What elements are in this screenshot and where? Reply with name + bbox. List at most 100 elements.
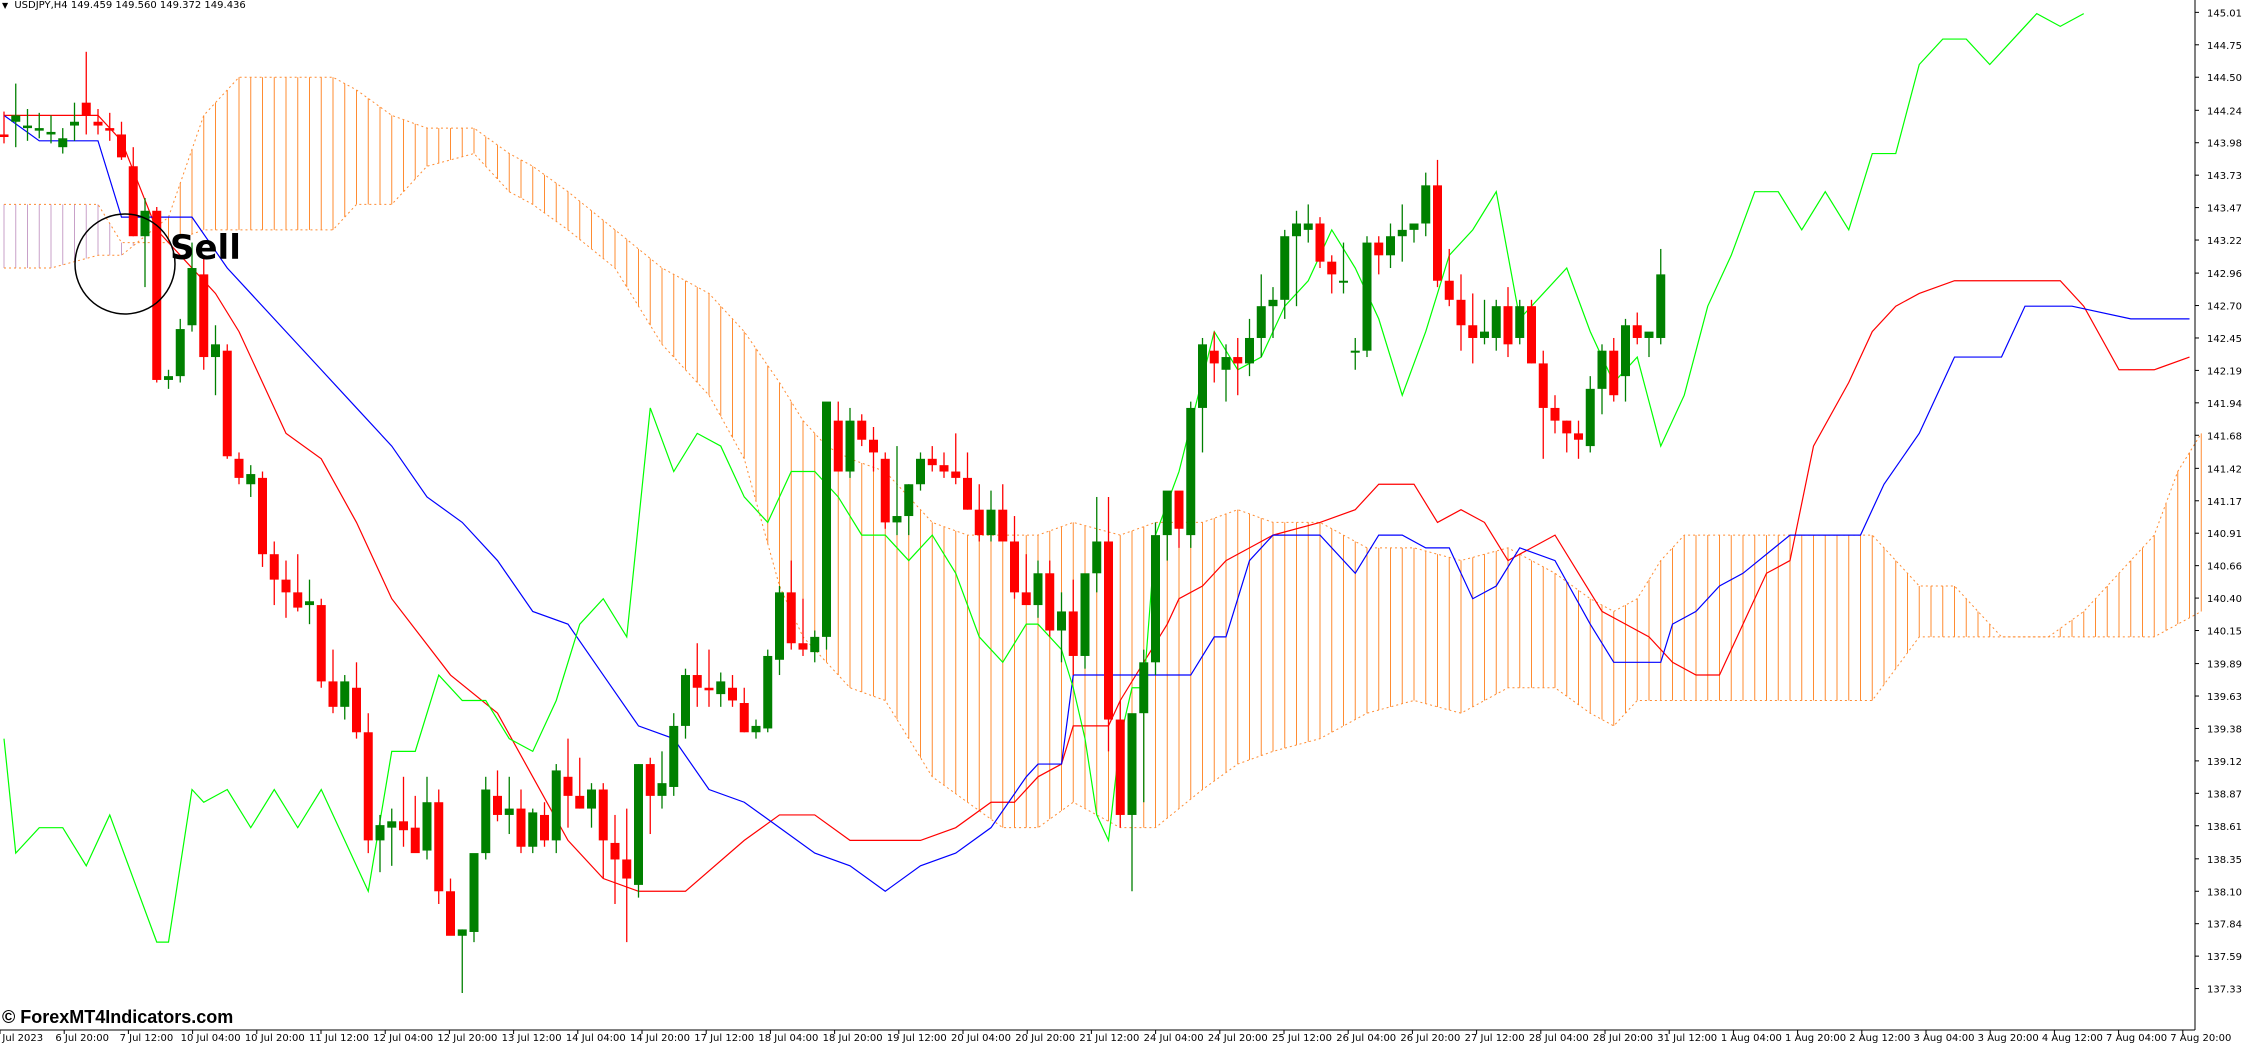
candle — [1104, 496, 1113, 752]
candle — [681, 668, 690, 739]
candle-body — [1397, 229, 1407, 237]
candle — [281, 560, 291, 618]
candle-body — [751, 725, 761, 733]
candle-body — [845, 420, 855, 472]
candle-body — [152, 210, 162, 380]
candle-body — [1550, 407, 1560, 421]
candle-body — [1174, 490, 1184, 529]
candle — [1562, 420, 1572, 453]
candle-body — [1186, 407, 1196, 536]
candle — [434, 789, 444, 904]
candle — [1092, 496, 1102, 593]
candle-body — [1609, 350, 1619, 396]
candle — [822, 401, 831, 650]
candle — [1397, 204, 1407, 262]
candle-body — [1057, 611, 1066, 631]
candle — [140, 198, 150, 288]
candle-body — [563, 776, 573, 796]
price-tick-label: 139.125 — [2207, 757, 2242, 768]
price-tick-label: 143.985 — [2207, 139, 2242, 150]
price-tick-label: 144.240 — [2207, 106, 2242, 117]
candle-body — [904, 484, 914, 517]
candle-body — [1527, 306, 1536, 364]
candle-body — [916, 458, 925, 485]
candle — [328, 649, 338, 714]
candle-body — [0, 134, 9, 138]
candle — [504, 776, 514, 835]
candle-body — [1045, 573, 1055, 631]
candle-body — [293, 592, 303, 608]
candle-body — [1268, 299, 1278, 307]
candle-body — [246, 474, 256, 485]
candle-body — [328, 681, 338, 707]
candle — [528, 808, 538, 854]
candle — [1527, 299, 1536, 364]
candle — [269, 541, 279, 606]
candle — [422, 776, 432, 860]
time-tick-label: 17 Jul 12:00 — [694, 1033, 754, 1043]
candle — [728, 675, 737, 707]
candle — [1480, 299, 1489, 345]
candle — [1268, 287, 1278, 338]
candle-body — [1221, 357, 1231, 370]
candle — [880, 452, 890, 529]
kijun-line — [3, 114, 2190, 893]
candle — [916, 452, 925, 491]
candle-body — [998, 509, 1008, 542]
candle — [963, 452, 972, 510]
candle — [387, 808, 397, 866]
candle-body — [1503, 306, 1513, 345]
candle-body — [1209, 350, 1219, 364]
candle — [927, 446, 937, 472]
candle — [704, 649, 714, 707]
price-tick-label: 144.755 — [2207, 41, 2242, 52]
time-tick-label: 3 Aug 04:00 — [1913, 1033, 1974, 1043]
candle — [798, 598, 808, 656]
candle — [246, 465, 256, 497]
candle-body — [422, 802, 432, 851]
candle — [481, 776, 491, 860]
candle-body — [1409, 223, 1419, 230]
candle-body — [1656, 274, 1666, 338]
candle — [869, 427, 878, 472]
candle — [1327, 255, 1337, 294]
candle-body — [1115, 719, 1125, 815]
time-tick-label: 27 Jul 12:00 — [1465, 1033, 1525, 1043]
ohlc-label: 149.459 149.560 149.372 149.436 — [70, 0, 246, 11]
candle-body — [963, 477, 972, 510]
candle-body — [446, 891, 455, 936]
candle — [70, 102, 79, 141]
candle — [610, 814, 620, 904]
price-axis[interactable]: 145.010 144.755 144.500 144.240 143.985 143.7… — [2194, 0, 2242, 1030]
candle — [1280, 229, 1290, 319]
price-tick-label: 138.100 — [2207, 887, 2242, 898]
time-tick-label: 18 Jul 04:00 — [758, 1033, 818, 1043]
chart-header: ▼ USDJPY,H4 149.459 149.560 149.372 149.… — [2, 0, 246, 11]
triangle-down-icon[interactable]: ▼ — [2, 1, 9, 10]
candle — [645, 757, 655, 835]
candle — [551, 764, 561, 854]
candle — [375, 814, 385, 873]
time-axis[interactable]: 5 Jul 2023 6 Jul 20:00 7 Jul 12:00 10 Jul 0… — [0, 1029, 2231, 1043]
candle-body — [258, 477, 267, 555]
candle — [1503, 287, 1513, 358]
candle-body — [1386, 236, 1395, 256]
candle-body — [1362, 242, 1372, 351]
candle — [457, 929, 467, 994]
candle — [305, 579, 314, 625]
price-tick-label: 142.195 — [2207, 366, 2242, 377]
price-tick-label: 139.635 — [2207, 692, 2242, 703]
candle — [469, 853, 479, 943]
candle-body — [105, 128, 115, 131]
candle — [187, 242, 197, 332]
candle — [1433, 159, 1442, 288]
candle — [1350, 337, 1360, 370]
candle — [1127, 713, 1137, 892]
candle-body — [1127, 713, 1137, 815]
time-tick-label: 11 Jul 12:00 — [309, 1033, 369, 1043]
price-tick-label: 141.170 — [2207, 497, 2242, 508]
price-tick-label: 138.615 — [2207, 822, 2242, 833]
candle-body — [1245, 337, 1254, 364]
candle-body — [222, 350, 232, 457]
